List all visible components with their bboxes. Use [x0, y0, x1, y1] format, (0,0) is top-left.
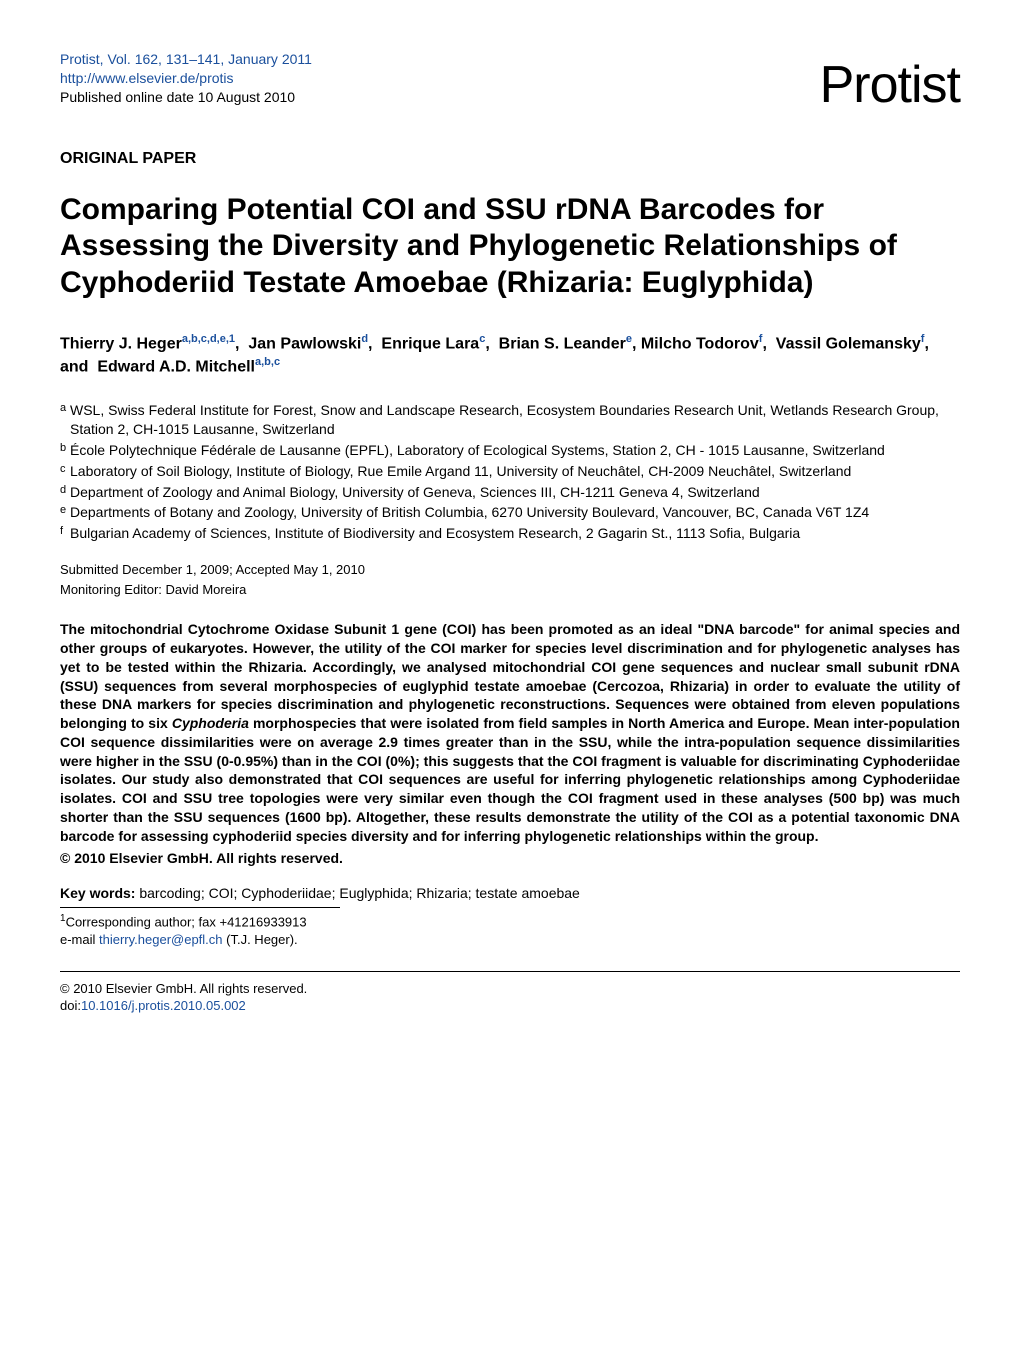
affiliations: a WSL, Swiss Federal Institute for Fores…	[60, 401, 960, 543]
keywords-label: Key words:	[60, 885, 135, 901]
section-label: ORIGINAL PAPER	[60, 148, 960, 170]
affil-e-text: Departments of Botany and Zoology, Unive…	[70, 503, 869, 522]
doi: doi:10.1016/j.protis.2010.05.002	[60, 997, 960, 1015]
corresponding-divider	[60, 907, 340, 908]
affil-b-sup: b	[60, 441, 70, 460]
keywords-text: barcoding; COI; Cyphoderiidae; Euglyphid…	[135, 885, 579, 901]
corresponding-line1: Corresponding author; fax +41216933913	[66, 914, 307, 929]
author-1-sup: a,b,c,d,e,1	[182, 333, 235, 345]
footer-divider	[60, 971, 960, 972]
corresponding-line2-pre: e-mail	[60, 932, 99, 947]
journal-logo: Protist	[820, 50, 960, 120]
affil-f-text: Bulgarian Academy of Sciences, Institute…	[70, 524, 800, 543]
affil-d-sup: d	[60, 483, 70, 502]
author-5: Milcho Todorov	[641, 335, 759, 352]
corresponding-line2-post: (T.J. Heger).	[223, 932, 298, 947]
affiliation-d: d Department of Zoology and Animal Biolo…	[60, 483, 960, 502]
author-4: Brian S. Leander	[499, 335, 626, 352]
author-2-sup: d	[361, 333, 368, 345]
footer-copyright: © 2010 Elsevier GmbH. All rights reserve…	[60, 980, 960, 998]
affil-e-sup: e	[60, 503, 70, 522]
author-3: Enrique Lara	[381, 335, 479, 352]
abstract-copyright: © 2010 Elsevier GmbH. All rights reserve…	[60, 849, 960, 868]
keywords: Key words: barcoding; COI; Cyphoderiidae…	[60, 884, 960, 903]
author-6-sup: f	[921, 333, 925, 345]
submission-dates: Submitted December 1, 2009; Accepted May…	[60, 561, 960, 579]
author-5-sup: f	[759, 333, 763, 345]
affil-b-text: École Polytechnique Fédérale de Lausanne…	[70, 441, 885, 460]
author-4-sup: e	[626, 333, 632, 345]
article-title: Comparing Potential COI and SSU rDNA Bar…	[60, 192, 960, 302]
author-1: Thierry J. Heger	[60, 335, 182, 352]
monitoring-editor: Monitoring Editor: David Moreira	[60, 581, 960, 599]
affil-a-sup: a	[60, 401, 70, 439]
affiliation-c: c Laboratory of Soil Biology, Institute …	[60, 462, 960, 481]
affil-f-sup: f	[60, 524, 70, 543]
header-meta: Protist, Vol. 162, 131–141, January 2011…	[60, 50, 312, 107]
author-3-sup: c	[479, 333, 485, 345]
author-7: Edward A.D. Mitchell	[97, 359, 255, 376]
journal-url[interactable]: http://www.elsevier.de/protis	[60, 69, 312, 88]
author-7-sup: a,b,c	[255, 356, 280, 368]
affiliation-a: a WSL, Swiss Federal Institute for Fores…	[60, 401, 960, 439]
abstract: The mitochondrial Cytochrome Oxidase Sub…	[60, 620, 960, 845]
publication-date: Published online date 10 August 2010	[60, 88, 312, 107]
header-row: Protist, Vol. 162, 131–141, January 2011…	[60, 50, 960, 120]
affil-c-text: Laboratory of Soil Biology, Institute of…	[70, 462, 851, 481]
abstract-italic: Cyphoderia	[172, 715, 249, 731]
author-2: Jan Pawlowski	[248, 335, 361, 352]
corresponding-email[interactable]: thierry.heger@epfl.ch	[99, 932, 223, 947]
doi-label: doi:	[60, 998, 81, 1013]
affiliation-e: e Departments of Botany and Zoology, Uni…	[60, 503, 960, 522]
affiliation-b: b École Polytechnique Fédérale de Lausan…	[60, 441, 960, 460]
author-list: Thierry J. Hegera,b,c,d,e,1, Jan Pawlows…	[60, 332, 960, 379]
affil-a-text: WSL, Swiss Federal Institute for Forest,…	[70, 401, 960, 439]
journal-volume-line: Protist, Vol. 162, 131–141, January 2011	[60, 50, 312, 69]
author-6: Vassil Golemansky	[776, 335, 921, 352]
affiliation-f: f Bulgarian Academy of Sciences, Institu…	[60, 524, 960, 543]
affil-d-text: Department of Zoology and Animal Biology…	[70, 483, 760, 502]
abstract-post: morphospecies that were isolated from fi…	[60, 715, 960, 844]
doi-link[interactable]: 10.1016/j.protis.2010.05.002	[81, 998, 246, 1013]
affil-c-sup: c	[60, 462, 70, 481]
corresponding-author: 1Corresponding author; fax +41216933913 …	[60, 912, 960, 948]
